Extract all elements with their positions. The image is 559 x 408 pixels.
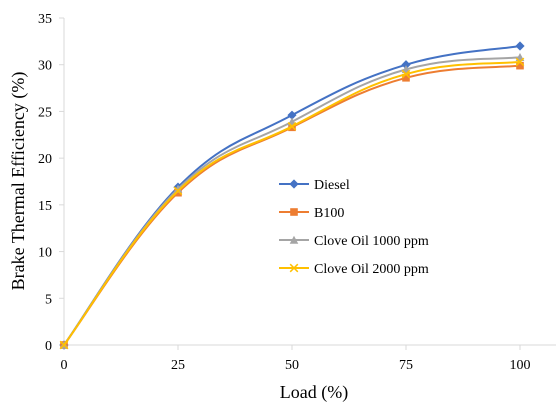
x-axis-title: Load (%) bbox=[280, 382, 348, 403]
series-line-clove-oil-2000-ppm bbox=[63, 60, 521, 346]
y-tick-label: 10 bbox=[38, 246, 52, 261]
x-tick-label: 100 bbox=[510, 358, 531, 373]
legend-marker bbox=[289, 179, 299, 189]
legend-item-clove-oil-2000-ppm: Clove Oil 2000 ppm bbox=[279, 262, 429, 277]
legend-marker bbox=[290, 208, 298, 216]
x-tick-label: 0 bbox=[61, 358, 68, 373]
y-tick-label: 20 bbox=[38, 152, 52, 167]
data-point-clove-oil-2000-ppm bbox=[287, 122, 297, 131]
y-tick-label: 30 bbox=[38, 59, 52, 74]
data-point-clove-oil-1000-ppm bbox=[173, 184, 183, 193]
series-clove-oil-2000-ppm bbox=[59, 57, 525, 350]
series-layer bbox=[59, 41, 525, 350]
data-point-b100 bbox=[516, 61, 524, 70]
series-diesel bbox=[59, 41, 525, 350]
data-point-diesel bbox=[515, 41, 525, 51]
legend: Diesel B100 Clove Oil 1000 ppm Clove Oil 20… bbox=[279, 178, 429, 277]
x-tick-label: 25 bbox=[171, 358, 185, 373]
series-line-clove-oil-1000-ppm bbox=[63, 56, 521, 346]
data-point-clove-oil-2000-ppm bbox=[59, 340, 69, 350]
y-tick-label: 35 bbox=[38, 12, 52, 27]
data-point-diesel bbox=[287, 110, 297, 120]
data-point-clove-oil-2000-ppm bbox=[515, 57, 525, 67]
legend-label: B100 bbox=[314, 206, 344, 221]
legend-item-clove-oil-1000-ppm: Clove Oil 1000 ppm bbox=[279, 234, 429, 249]
y-axis-title: Brake Thermal Efficiency (%) bbox=[8, 72, 29, 291]
data-point-b100 bbox=[402, 73, 410, 82]
series-clove-oil-1000-ppm bbox=[59, 52, 525, 349]
x-tick-labels: 0 25 50 75 100 bbox=[61, 358, 531, 373]
legend-label: Diesel bbox=[314, 178, 350, 193]
data-point-clove-oil-2000-ppm bbox=[173, 186, 183, 196]
legend-label: Clove Oil 1000 ppm bbox=[314, 234, 429, 249]
y-tick-label: 0 bbox=[45, 339, 52, 354]
data-point-diesel bbox=[401, 60, 411, 70]
y-tick-label: 15 bbox=[38, 199, 52, 214]
series-line-diesel bbox=[63, 45, 521, 346]
y-tick-labels: 0 5 10 15 20 25 30 35 bbox=[38, 12, 52, 354]
y-tick-label: 25 bbox=[38, 105, 52, 120]
legend-item-b100: B100 bbox=[279, 206, 344, 221]
series-b100 bbox=[60, 61, 524, 349]
axes bbox=[59, 17, 556, 350]
legend-marker bbox=[289, 263, 299, 273]
series-line-b100 bbox=[63, 64, 521, 346]
x-tick-label: 50 bbox=[285, 358, 299, 373]
y-tick-label: 5 bbox=[45, 292, 52, 307]
legend-item-diesel: Diesel bbox=[279, 178, 350, 193]
legend-label: Clove Oil 2000 ppm bbox=[314, 262, 429, 277]
x-tick-label: 75 bbox=[399, 358, 413, 373]
legend-marker bbox=[289, 235, 299, 244]
data-point-clove-oil-2000-ppm bbox=[401, 69, 411, 79]
